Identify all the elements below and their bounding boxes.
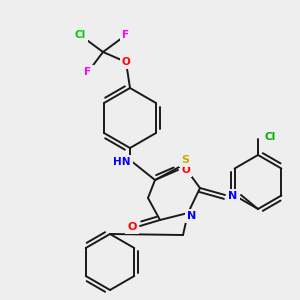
Text: O: O (127, 222, 137, 232)
Text: F: F (122, 30, 130, 40)
Text: Cl: Cl (264, 132, 276, 142)
Text: N: N (188, 211, 196, 221)
Text: O: O (182, 165, 190, 175)
Text: HN: HN (113, 157, 131, 167)
Text: F: F (84, 67, 92, 77)
Text: N: N (228, 191, 238, 201)
Text: Cl: Cl (74, 30, 86, 40)
Text: S: S (181, 155, 189, 165)
Text: O: O (122, 57, 130, 67)
